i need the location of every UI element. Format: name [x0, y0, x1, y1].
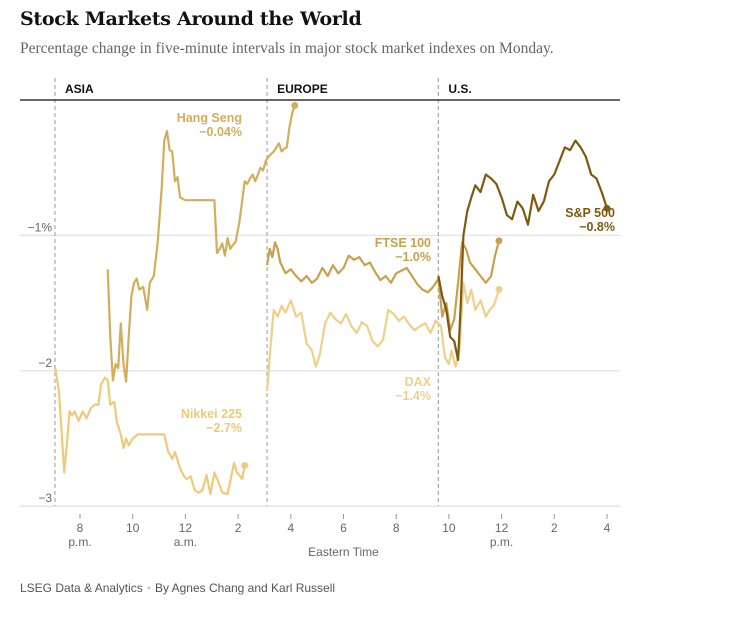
chart-subtitle: Percentage change in five-minute interva…	[20, 40, 554, 57]
series-label-dax: DAX	[405, 375, 432, 389]
series-line-ftse-100	[266, 240, 501, 332]
region-label: U.S.	[448, 82, 471, 96]
series-value-s-p-500: −0.8%	[579, 220, 615, 234]
x-tick-sublabel: p.m.	[68, 535, 91, 549]
y-tick-label: −2	[38, 356, 52, 370]
x-tick-label: 12	[495, 521, 509, 535]
x-tick-label: 6	[340, 521, 347, 535]
x-tick-sublabel: a.m.	[174, 535, 197, 549]
x-tick-label: 8	[393, 521, 400, 535]
separator-dot: •	[146, 581, 151, 595]
x-tick-label: 12	[179, 521, 193, 535]
region-label: EUROPE	[277, 82, 328, 96]
series-value-hang-seng: −0.04%	[199, 125, 242, 139]
series-label-s-p-500: S&P 500	[565, 206, 615, 220]
x-axis-title: Eastern Time	[308, 545, 379, 559]
source-credit: LSEG Data & Analytics	[20, 581, 143, 595]
x-tick-sublabel: p.m.	[490, 535, 513, 549]
byline: By Agnes Chang and Karl Russell	[154, 581, 336, 595]
series-value-dax: −1.4%	[395, 389, 431, 403]
x-tick-label: 10	[442, 521, 456, 535]
x-tick-label: 2	[551, 521, 558, 535]
series-value-nikkei-225: −2.7%	[206, 421, 242, 435]
y-tick-label: −3	[38, 491, 52, 505]
series-line-s-p-500	[437, 139, 609, 362]
credit-line: LSEG Data & Analytics • By Agnes Chang and…	[20, 581, 335, 595]
series-value-ftse-100: −1.0%	[395, 250, 431, 264]
series-line-hang-seng	[106, 105, 296, 383]
x-tick-label: 4	[287, 521, 294, 535]
x-tick-label: 10	[126, 521, 140, 535]
chart-title: Stock Markets Around the World	[20, 8, 362, 30]
x-tick-label: 8	[77, 521, 84, 535]
x-tick-label: 4	[604, 521, 611, 535]
y-tick-label: −1%	[28, 220, 53, 234]
series-endpoint-ftse-100	[495, 237, 503, 245]
series-label-hang-seng: Hang Seng	[177, 111, 242, 125]
series-endpoint-nikkei-225	[241, 462, 249, 470]
x-tick-label: 2	[235, 521, 242, 535]
series-label-nikkei-225: Nikkei 225	[181, 407, 242, 421]
region-label: ASIA	[65, 82, 94, 96]
series-endpoint-dax	[495, 286, 503, 294]
series-endpoint-hang-seng	[291, 101, 299, 109]
series-line-dax	[266, 281, 501, 392]
series-line-nikkei-225	[53, 366, 246, 496]
series-label-ftse-100: FTSE 100	[375, 236, 431, 250]
series-endpoint-s-p-500	[603, 204, 611, 212]
